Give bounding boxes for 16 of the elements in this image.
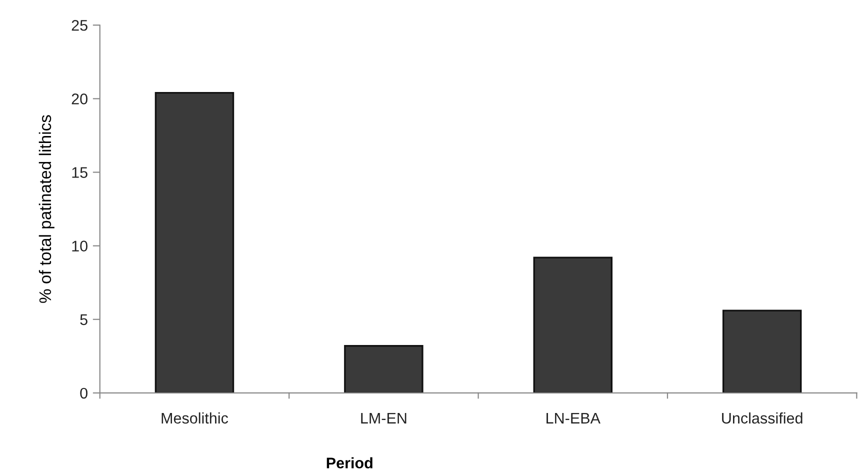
- y-tick-label: 10: [72, 240, 88, 252]
- x-tick-label: LM-EN: [361, 412, 406, 424]
- x-tick-label: Mesolithic: [162, 412, 228, 424]
- y-tick-label: 20: [72, 94, 88, 104]
- y-axis-title: % of total patinated lithics: [38, 115, 54, 303]
- bar: [344, 345, 424, 393]
- bar: [533, 256, 613, 393]
- x-tick-label: Unclassified: [722, 412, 802, 424]
- y-tick-label: 15: [72, 167, 88, 178]
- x-axis-title: Period: [326, 457, 372, 468]
- bar: [154, 92, 234, 393]
- y-tick-label: 0: [80, 388, 88, 399]
- y-tick-label: 5: [80, 314, 88, 326]
- y-tick-label: 25: [72, 20, 88, 31]
- bar: [722, 310, 802, 393]
- x-tick-label: LN-EBA: [546, 412, 600, 424]
